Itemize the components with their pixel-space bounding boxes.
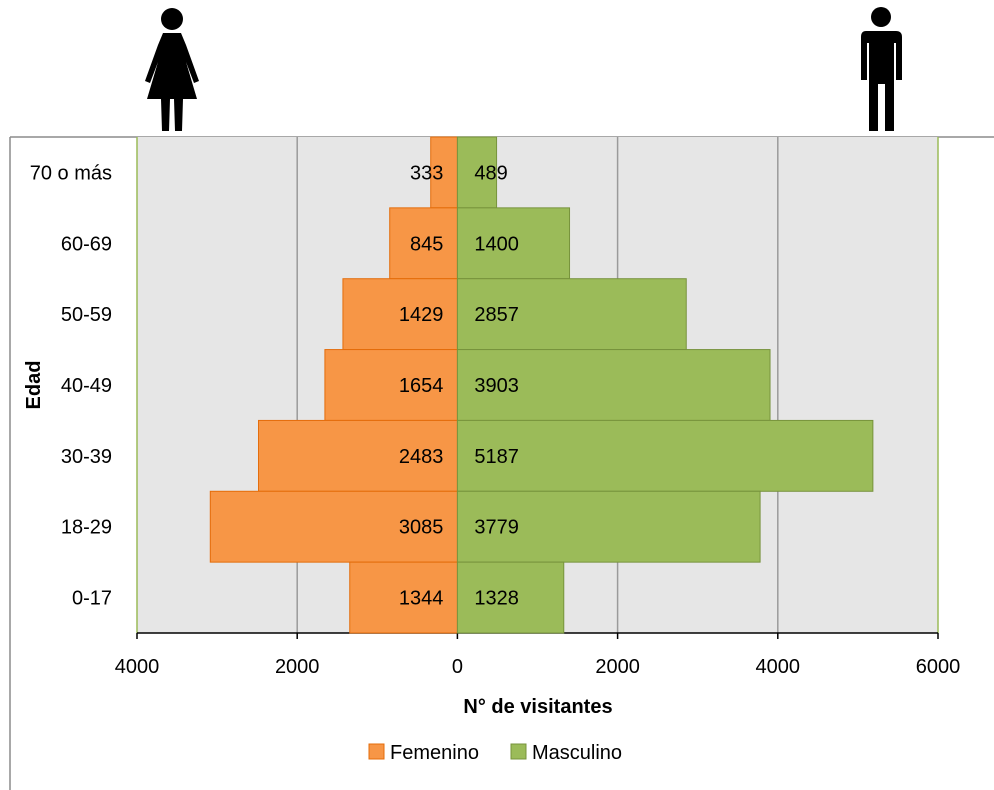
bar-masculino bbox=[456, 278, 687, 351]
man-icon bbox=[861, 7, 902, 131]
x-tick-label: 2000 bbox=[275, 656, 320, 678]
x-tick-label: 6000 bbox=[916, 656, 961, 678]
y-category-label: 30-39 bbox=[61, 446, 112, 468]
legend-label-femenino: Femenino bbox=[390, 742, 479, 764]
y-category-label: 40-49 bbox=[61, 375, 112, 397]
x-tick-label: 4000 bbox=[115, 656, 160, 678]
legend: Femenino Masculino bbox=[368, 742, 622, 764]
bar-femenino bbox=[324, 349, 458, 421]
data-label-femenino: 845 bbox=[410, 233, 443, 255]
data-label-femenino: 1429 bbox=[399, 304, 444, 326]
data-label-femenino: 3085 bbox=[399, 517, 444, 539]
x-tick-label: 0 bbox=[452, 656, 463, 678]
x-axis-title: N° de visitantes bbox=[463, 696, 612, 718]
y-category-label: 70 o más bbox=[30, 162, 112, 184]
bar-masculino bbox=[456, 419, 874, 492]
legend-label-masculino: Masculino bbox=[532, 742, 622, 764]
y-category-label: 18-29 bbox=[61, 517, 112, 539]
y-category-label: 0-17 bbox=[72, 588, 112, 610]
bar-femenino bbox=[209, 490, 458, 563]
bar-masculino bbox=[456, 561, 565, 634]
data-label-femenino: 333 bbox=[410, 162, 443, 184]
data-label-femenino: 2483 bbox=[399, 446, 444, 468]
legend-swatch-masculino bbox=[510, 743, 527, 760]
bar-masculino bbox=[456, 136, 498, 209]
data-label-femenino: 1344 bbox=[399, 588, 444, 610]
data-label-masculino: 1400 bbox=[474, 233, 519, 255]
bars-layer bbox=[209, 136, 874, 634]
bar-masculino bbox=[456, 207, 571, 280]
x-tick-label: 2000 bbox=[595, 656, 640, 678]
y-category-label: 50-59 bbox=[61, 304, 112, 326]
bar-masculino bbox=[456, 349, 771, 421]
data-label-masculino: 2857 bbox=[474, 304, 519, 326]
y-axis-title: Edad bbox=[23, 361, 45, 410]
legend-swatch-femenino bbox=[368, 743, 385, 760]
data-label-masculino: 3903 bbox=[474, 375, 519, 397]
bar-masculino bbox=[456, 490, 761, 563]
data-label-masculino: 3779 bbox=[474, 517, 519, 539]
woman-icon bbox=[145, 8, 199, 131]
bar-femenino bbox=[389, 207, 458, 280]
data-label-masculino: 489 bbox=[474, 162, 507, 184]
y-category-label: 60-69 bbox=[61, 233, 112, 255]
data-label-femenino: 1654 bbox=[399, 375, 444, 397]
data-label-masculino: 5187 bbox=[474, 446, 519, 468]
x-tick-label: 4000 bbox=[756, 656, 801, 678]
data-label-masculino: 1328 bbox=[474, 588, 519, 610]
labels-layer: 4000 2000 0 2000 4000 6000 333 489 70 o más 845 14… bbox=[30, 162, 961, 678]
bar-femenino bbox=[349, 561, 458, 634]
